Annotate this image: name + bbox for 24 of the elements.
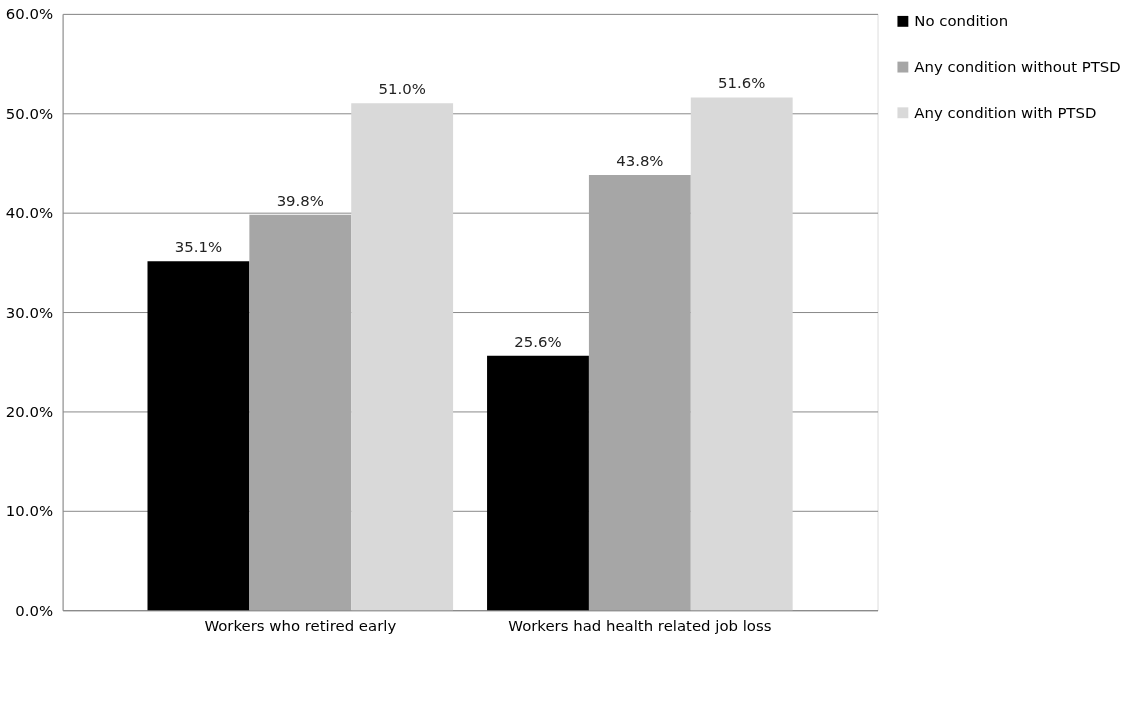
bar [351, 103, 454, 611]
x-tick-label: Workers who retired early [204, 616, 397, 635]
bar [588, 174, 691, 611]
y-tick-label: 20.0% [5, 402, 54, 421]
y-tick-label: 50.0% [5, 104, 54, 123]
data-label: 25.6% [514, 332, 562, 351]
data-label: 51.6% [718, 74, 766, 93]
y-tick-label: 30.0% [5, 303, 54, 322]
y-tick-label: 0.0% [15, 601, 54, 620]
legend-label: Any condition with PTSD [914, 103, 1097, 122]
x-tick-label: Workers had health related job loss [508, 616, 772, 635]
y-tick-label: 60.0% [5, 5, 54, 24]
data-label: 35.1% [174, 238, 223, 257]
bar [147, 261, 250, 611]
data-label: 43.8% [616, 151, 664, 170]
y-tick-label: 40.0% [5, 204, 54, 223]
legend-label: No condition [914, 12, 1009, 31]
bar [487, 355, 589, 611]
data-label: 51.0% [378, 80, 426, 99]
data-label: 39.8% [276, 191, 324, 210]
legend-label: Any condition without PTSD [914, 58, 1121, 77]
y-tick-label: 10.0% [5, 502, 54, 521]
bar [249, 214, 352, 611]
bar [690, 97, 793, 611]
